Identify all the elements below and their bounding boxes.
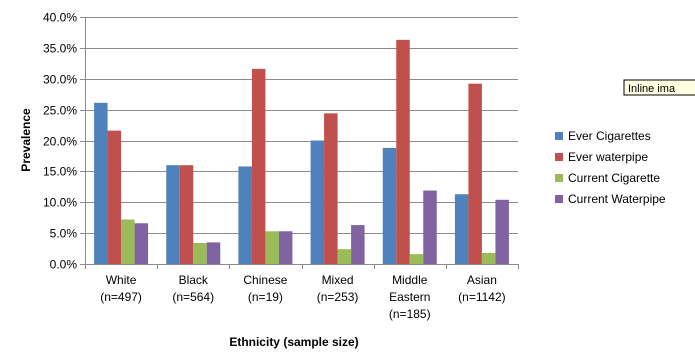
x-category-label: Black bbox=[179, 273, 209, 287]
y-tick-label: 0.0% bbox=[50, 258, 78, 272]
x-axis-label: Ethnicity (sample size) bbox=[229, 335, 358, 349]
bar bbox=[423, 190, 437, 264]
bar bbox=[107, 130, 122, 264]
x-category-label: White bbox=[106, 273, 137, 287]
legend-item: Ever waterpipe bbox=[555, 150, 648, 164]
bar bbox=[121, 219, 135, 264]
y-tick-labels: 0.0% 5.0% 10.0% 15.0% 20.0% 25.0% 30.0% 35.0% 40… bbox=[43, 11, 77, 272]
bar bbox=[265, 231, 279, 264]
x-category-label: Asian bbox=[467, 273, 497, 287]
y-tick-label: 5.0% bbox=[50, 227, 78, 241]
bar bbox=[382, 147, 397, 264]
x-category-label: (n=253) bbox=[317, 290, 359, 304]
bar bbox=[324, 113, 338, 264]
legend: Ever Cigarettes Ever waterpipe Current Cig… bbox=[555, 129, 666, 206]
bar bbox=[206, 242, 221, 264]
bar bbox=[396, 39, 410, 264]
x-category-label: Chinese bbox=[243, 273, 287, 287]
bar bbox=[134, 223, 149, 264]
legend-label: Current Waterpipe bbox=[568, 192, 666, 206]
bar bbox=[310, 140, 325, 264]
bar bbox=[337, 249, 352, 264]
bar bbox=[351, 225, 365, 264]
y-tick-label: 40.0% bbox=[43, 11, 77, 25]
bar bbox=[193, 243, 207, 264]
bar bbox=[454, 194, 469, 264]
tooltip-text: Inline ima bbox=[628, 83, 676, 95]
x-category-label: (n=564) bbox=[172, 290, 214, 304]
legend-label: Current Cigarette bbox=[568, 171, 660, 185]
bar bbox=[166, 165, 180, 264]
bar bbox=[495, 199, 509, 264]
x-category-labels: White (n=497) Black (n=564) Chinese (n=19) Mix… bbox=[100, 273, 505, 321]
bar bbox=[94, 102, 108, 265]
gridlines bbox=[80, 17, 518, 265]
legend-item: Ever Cigarettes bbox=[555, 129, 651, 143]
x-category-label: Mixed bbox=[322, 273, 354, 287]
legend-swatch bbox=[555, 195, 563, 203]
bars bbox=[94, 39, 509, 265]
axes bbox=[85, 17, 519, 269]
bar bbox=[409, 254, 424, 264]
legend-swatch bbox=[555, 132, 563, 140]
bar bbox=[251, 68, 266, 265]
y-tick-label: 25.0% bbox=[43, 104, 77, 118]
legend-item: Current Cigarette bbox=[555, 171, 660, 185]
bar bbox=[481, 252, 496, 264]
x-category-label: (n=497) bbox=[100, 290, 142, 304]
x-category-label: Middle bbox=[392, 273, 428, 287]
y-tick-label: 10.0% bbox=[43, 196, 77, 210]
bar bbox=[468, 83, 482, 264]
legend-label: Ever Cigarettes bbox=[568, 129, 651, 143]
x-category-label: Eastern bbox=[389, 290, 430, 304]
legend-swatch bbox=[555, 174, 563, 182]
x-category-label: (n=19) bbox=[248, 290, 283, 304]
legend-item: Current Waterpipe bbox=[555, 192, 666, 206]
y-tick-label: 35.0% bbox=[43, 42, 77, 56]
legend-label: Ever waterpipe bbox=[568, 150, 648, 164]
y-tick-label: 15.0% bbox=[43, 165, 77, 179]
y-axis-label: Prevalence bbox=[19, 108, 33, 172]
x-category-label: (n=1142) bbox=[458, 290, 505, 304]
inline-image-tooltip: Inline ima bbox=[623, 79, 695, 96]
y-tick-label: 30.0% bbox=[43, 73, 77, 87]
x-category-label: (n=185) bbox=[389, 307, 431, 321]
bar bbox=[278, 231, 293, 264]
bar bbox=[238, 166, 252, 264]
bar bbox=[179, 165, 194, 264]
legend-swatch bbox=[555, 153, 563, 161]
y-tick-label: 20.0% bbox=[43, 135, 77, 149]
